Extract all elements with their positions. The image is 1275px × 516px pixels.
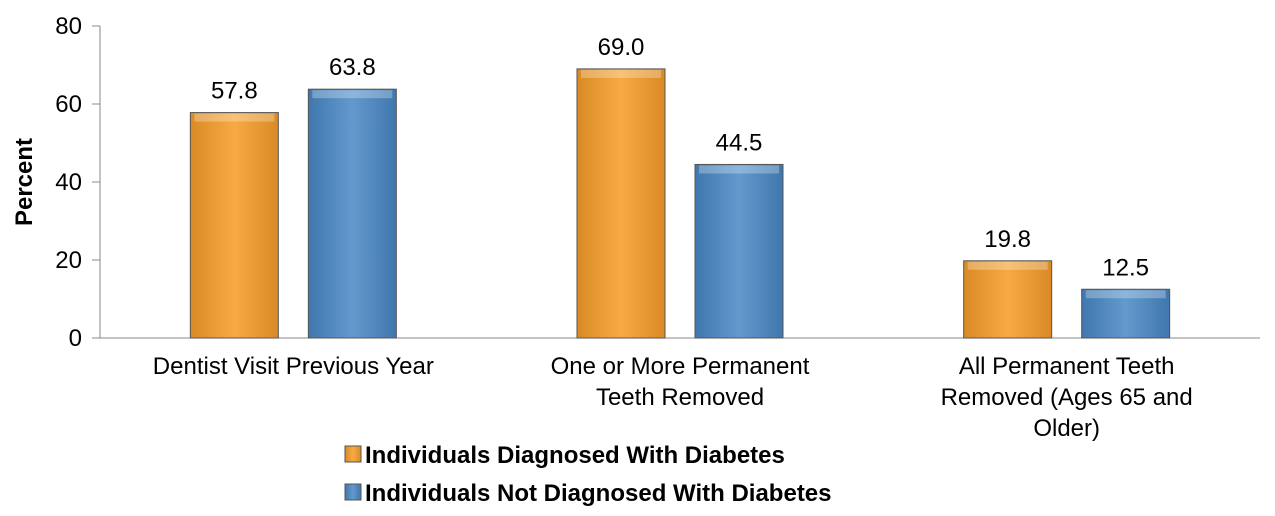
data-label: 19.8 <box>984 226 1031 253</box>
legend: Individuals Diagnosed With Diabetes Indiv… <box>344 442 832 507</box>
bars <box>189 68 1171 339</box>
bar-bevel <box>967 261 1048 270</box>
data-labels: 57.8 63.8 69.0 44.5 19.8 12.5 <box>211 34 1149 281</box>
legend-swatch <box>344 445 362 463</box>
bar <box>694 163 784 339</box>
y-tick-label: 40 <box>55 169 82 196</box>
bar-bevel <box>194 113 275 122</box>
y-tick-label: 20 <box>55 247 82 274</box>
legend-label: Individuals Not Diagnosed With Diabetes <box>365 480 832 507</box>
data-label: 69.0 <box>598 34 645 61</box>
bar-body <box>1081 288 1171 339</box>
legend-label: Individuals Diagnosed With Diabetes <box>365 442 785 469</box>
x-category-label-line: One or More Permanent <box>551 353 810 380</box>
bar-body <box>576 68 666 339</box>
bar <box>307 88 397 339</box>
data-label: 44.5 <box>716 129 763 156</box>
bar-bevel <box>581 69 661 78</box>
x-category-label-line: Removed (Ages 65 and <box>941 384 1193 411</box>
legend-item: Individuals Diagnosed With Diabetes <box>344 442 785 469</box>
bar <box>963 260 1053 339</box>
legend-item: Individuals Not Diagnosed With Diabetes <box>344 480 832 507</box>
x-category-label-line: Teeth Removed <box>596 384 764 411</box>
x-category-label: Dentist Visit Previous Year <box>153 353 434 380</box>
x-category-label-line: All Permanent Teeth <box>959 353 1175 380</box>
bar-body <box>963 260 1053 339</box>
bar-bevel <box>312 90 393 99</box>
y-tick-label: 80 <box>55 13 82 40</box>
data-label: 12.5 <box>1102 254 1149 281</box>
data-label: 63.8 <box>329 54 376 81</box>
bar <box>189 112 279 339</box>
x-axis: Dentist Visit Previous Year One or More P… <box>100 337 1260 442</box>
x-category-label: All Permanent Teeth Removed (Ages 65 and O… <box>941 353 1193 442</box>
x-category-label: One or More Permanent Teeth Removed <box>551 353 810 411</box>
bar <box>576 68 666 339</box>
bar <box>1081 288 1171 339</box>
x-category-label-line: Dentist Visit Previous Year <box>153 353 434 380</box>
y-tick-label: 60 <box>55 91 82 118</box>
bar-bevel <box>699 165 779 174</box>
x-category-label-line: Older) <box>1033 415 1100 442</box>
y-tick-label: 0 <box>69 325 82 352</box>
bar-body <box>189 112 279 339</box>
legend-swatch <box>344 483 362 501</box>
data-label: 57.8 <box>211 78 258 105</box>
bar-body <box>694 163 784 339</box>
y-axis: 0 20 40 60 80 <box>55 13 101 352</box>
bar-body <box>307 88 397 339</box>
y-axis-title: Percent <box>11 138 38 226</box>
bar-bevel <box>1085 290 1166 299</box>
